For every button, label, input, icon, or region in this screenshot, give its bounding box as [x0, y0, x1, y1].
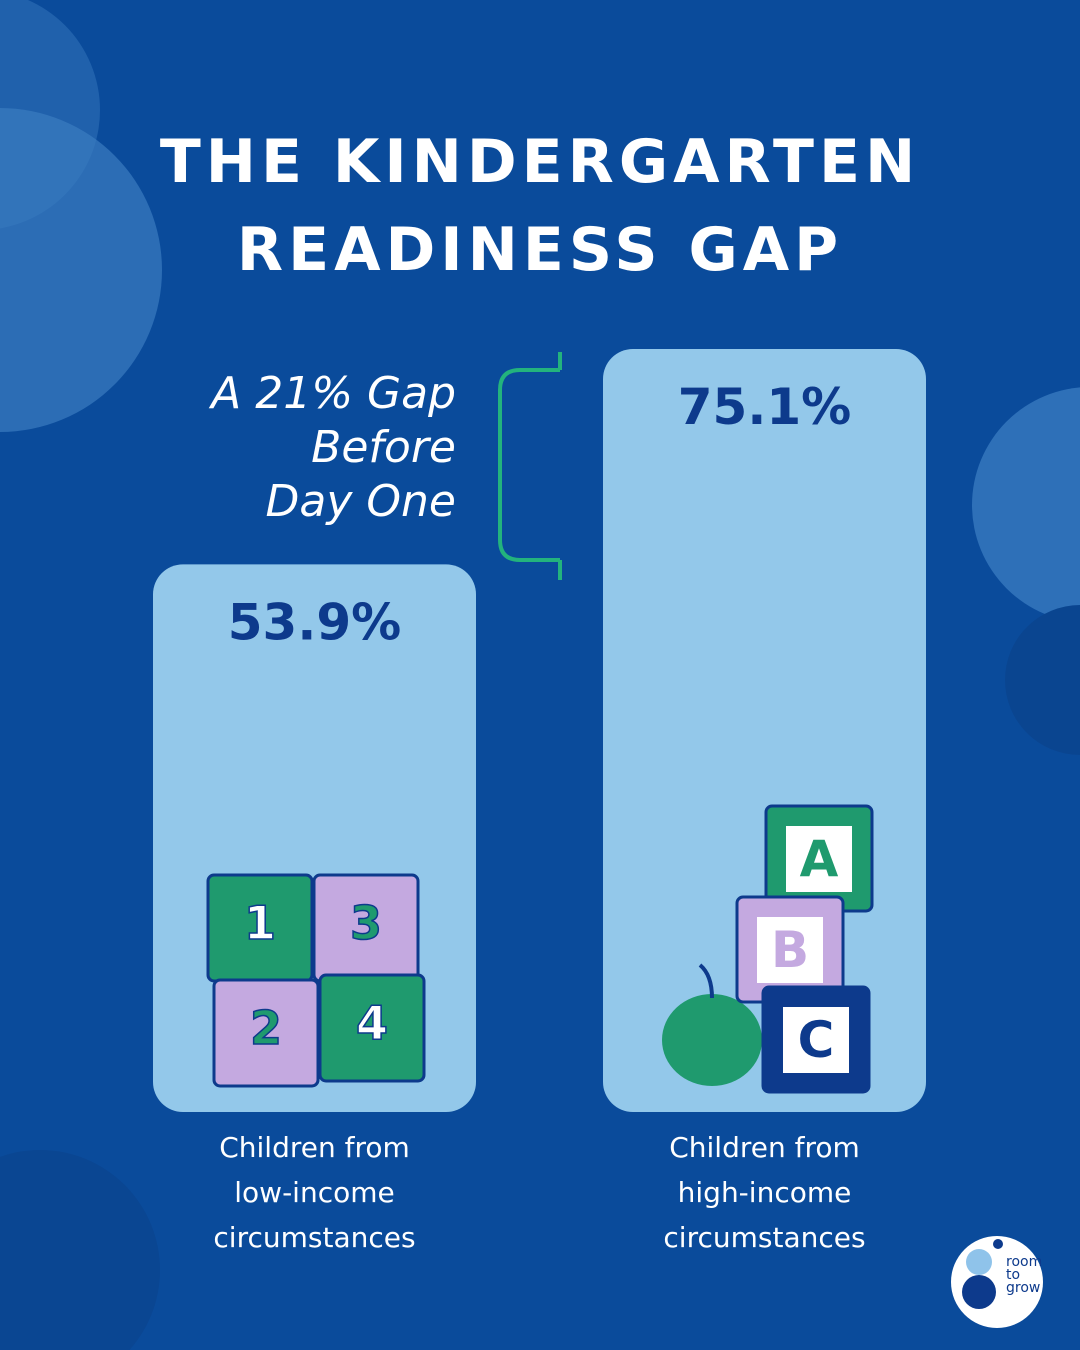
annotation-line: Before — [311, 422, 456, 473]
annotation-line: Day One — [266, 476, 456, 527]
block-letter: B — [771, 921, 809, 979]
category-label: Children from high-income circumstances — [663, 1131, 866, 1254]
block-letter: C — [798, 1011, 835, 1069]
apple — [662, 994, 762, 1086]
puzzle-piece — [212, 978, 320, 1088]
value-label: 75.1% — [678, 378, 851, 436]
bracket — [498, 352, 562, 580]
block-letter: A — [800, 830, 839, 888]
apple-stem — [698, 963, 714, 999]
category-label: Children from low-income circumstances — [213, 1131, 416, 1254]
icons: 1 3 2 4 ABC — [206, 804, 874, 1094]
bar — [603, 349, 926, 1112]
block-face — [783, 1007, 849, 1073]
logo-text: to — [1006, 1267, 1020, 1283]
puzzle-number: 1 — [244, 896, 276, 950]
annotation-line: A 21% Gap — [208, 368, 456, 419]
logo-text: grow — [1006, 1280, 1040, 1296]
value-label: 53.9% — [228, 593, 401, 651]
decor — [0, 1150, 160, 1350]
puzzle-piece — [318, 973, 426, 1083]
decor — [1005, 605, 1080, 755]
logo-dot — [993, 1239, 1003, 1249]
block-face — [757, 917, 823, 983]
logo-text: room — [1006, 1254, 1042, 1270]
logo-dot — [962, 1275, 996, 1309]
decor — [0, 108, 162, 432]
decor — [972, 387, 1080, 623]
puzzle-number: 2 — [250, 1001, 282, 1055]
logo-dot — [966, 1249, 992, 1275]
title: THE KINDERGARTEN READINESS GAP — [159, 127, 921, 285]
puzzle-number: 3 — [350, 896, 382, 950]
block-face — [786, 826, 852, 892]
puzzle-number: 4 — [356, 996, 388, 1050]
